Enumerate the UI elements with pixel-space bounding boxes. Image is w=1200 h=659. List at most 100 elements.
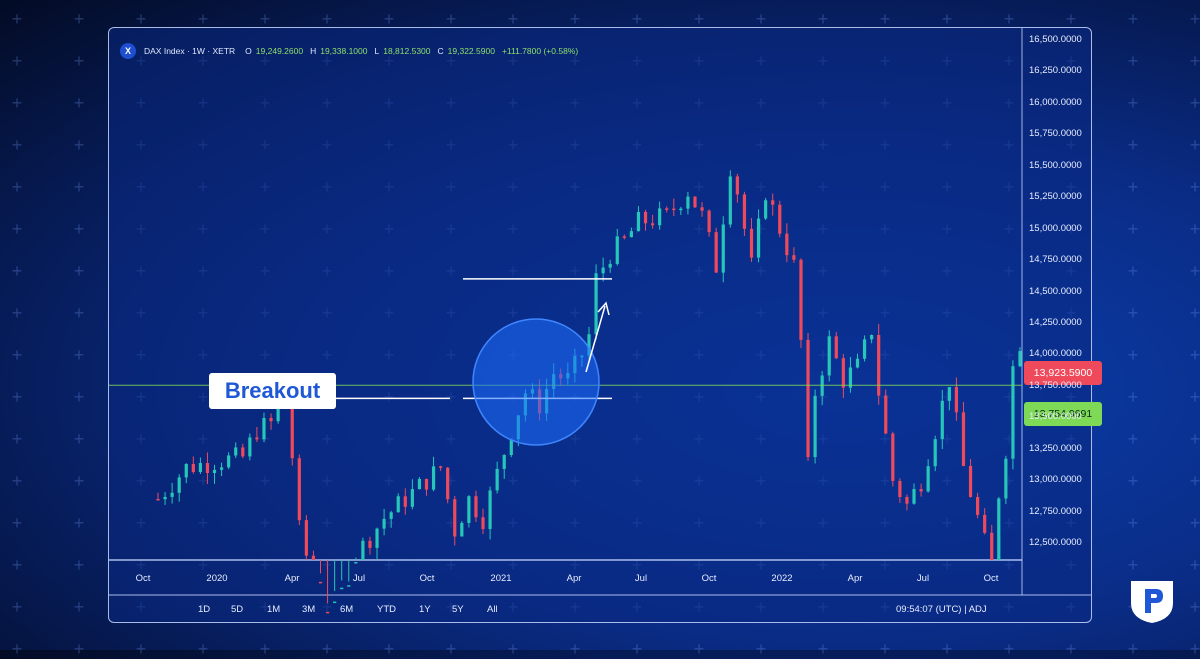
time-tick-label: 2022 (771, 573, 793, 584)
range-button-1y[interactable]: 1Y (419, 604, 431, 615)
plus-pattern-icon: + (1189, 9, 1200, 29)
candle-body (403, 496, 407, 507)
candle-body (361, 540, 365, 560)
plus-pattern-icon: + (73, 219, 85, 239)
candle-body (622, 236, 626, 238)
candle-body (1004, 458, 1008, 499)
candle-body (453, 499, 457, 537)
measured-move-arrow (585, 305, 606, 373)
candle-body (325, 611, 330, 614)
plus-pattern-icon: + (693, 639, 705, 659)
plus-pattern-icon: + (1065, 9, 1077, 29)
clock-time: 09:54:07 (UTC) (896, 604, 962, 615)
plus-pattern-icon: + (631, 639, 643, 659)
range-button-5d[interactable]: 5D (231, 604, 244, 615)
candle-body (241, 447, 245, 457)
time-tick-label: Jul (634, 573, 648, 584)
plus-pattern-icon: + (321, 639, 333, 659)
plus-pattern-icon: + (73, 555, 85, 575)
candle-body (396, 496, 400, 513)
price-tick-label: 13,000.0000 (1029, 474, 1082, 486)
price-tick-label: 15,750.0000 (1029, 128, 1082, 140)
candle-body (212, 469, 217, 474)
price-tick-label: 13,500.0000 (1029, 411, 1082, 423)
time-tick-label: Jul (916, 573, 930, 584)
plus-pattern-icon: + (321, 9, 333, 29)
plus-pattern-icon: + (135, 639, 147, 659)
high-value: 19,338.1000 (320, 46, 368, 56)
plus-pattern-icon: + (1189, 261, 1200, 281)
candle-body (968, 465, 973, 498)
plus-pattern-icon: + (817, 639, 829, 659)
price-tick-label: 15,250.0000 (1029, 191, 1082, 203)
plus-pattern-icon: + (73, 387, 85, 407)
candle-body (163, 496, 167, 500)
time-tick-label: Oct (419, 573, 435, 584)
range-button-5y[interactable]: 5Y (452, 604, 464, 615)
plus-pattern-icon: + (755, 9, 767, 29)
candle-body (870, 335, 874, 340)
candle-body (658, 208, 662, 226)
chart-frame (109, 28, 1091, 596)
candle-body (248, 437, 252, 457)
candle-body (686, 196, 690, 209)
range-button-3m[interactable]: 3M (302, 604, 316, 615)
price-tick-label: 16,000.0000 (1029, 96, 1082, 108)
candle-body (679, 208, 683, 211)
candle-body (587, 334, 591, 356)
clock-readout: 09:54:07 (UTC) | ADJ (896, 604, 987, 615)
candle-body (502, 455, 506, 469)
candle-body (841, 358, 845, 388)
symbol-label[interactable]: DAX Index · 1W · XETR (144, 46, 236, 56)
range-button-6m[interactable]: 6M (340, 604, 354, 615)
candle-body (714, 232, 718, 273)
time-tick-label: Jul (352, 573, 366, 584)
price-tick-label: 13,750.0000 (1029, 379, 1082, 391)
candle-body (785, 233, 789, 256)
plus-pattern-icon: + (73, 9, 85, 29)
candle-body (961, 412, 966, 466)
price-tick-label: 12,500.0000 (1029, 537, 1082, 548)
price-tick-label: 14,500.0000 (1029, 285, 1082, 297)
plus-pattern-icon: + (1189, 471, 1200, 491)
plus-pattern-icon: + (11, 639, 23, 659)
plus-pattern-icon: + (11, 597, 23, 617)
candle-body (919, 489, 923, 492)
plus-pattern-icon: + (73, 471, 85, 491)
plus-pattern-icon: + (1127, 9, 1139, 29)
open-value: 19,249.2600 (255, 46, 304, 56)
plus-pattern-icon: + (1127, 639, 1139, 659)
range-button-ytd[interactable]: YTD (377, 604, 396, 615)
candle-body (375, 528, 379, 548)
plus-pattern-icon: + (11, 135, 23, 155)
range-button-1m[interactable]: 1M (267, 604, 281, 615)
candle-body (156, 498, 160, 501)
candle-body (884, 395, 888, 434)
candle-body (749, 228, 754, 258)
pepperstone-logo-icon (1131, 581, 1173, 623)
price-tick-label: 13,250.0000 (1029, 442, 1082, 454)
plus-pattern-icon: + (383, 9, 395, 29)
candle-body (905, 497, 909, 504)
adj-toggle[interactable]: ADJ (968, 604, 987, 615)
candle-body (594, 273, 598, 335)
close-key: C (437, 46, 444, 56)
candle-body (269, 417, 273, 422)
range-button-1d[interactable]: 1D (198, 604, 211, 615)
change-value: +111.7800 (+0.58%) (501, 46, 579, 56)
plus-pattern-icon: + (73, 513, 85, 533)
candle-body (431, 466, 436, 490)
candle-body (693, 196, 697, 208)
range-button-all[interactable]: All (487, 604, 498, 615)
candle-body (877, 335, 881, 396)
low-key: L (374, 46, 380, 56)
candle-body (983, 514, 987, 533)
plus-pattern-icon: + (11, 345, 23, 365)
price-tick-label: 14,250.0000 (1029, 316, 1082, 328)
candle-body (672, 208, 676, 211)
plus-pattern-icon: + (11, 429, 23, 449)
plus-pattern-icon: + (1127, 555, 1139, 575)
candle-body (650, 223, 655, 226)
candle-body (474, 496, 478, 518)
